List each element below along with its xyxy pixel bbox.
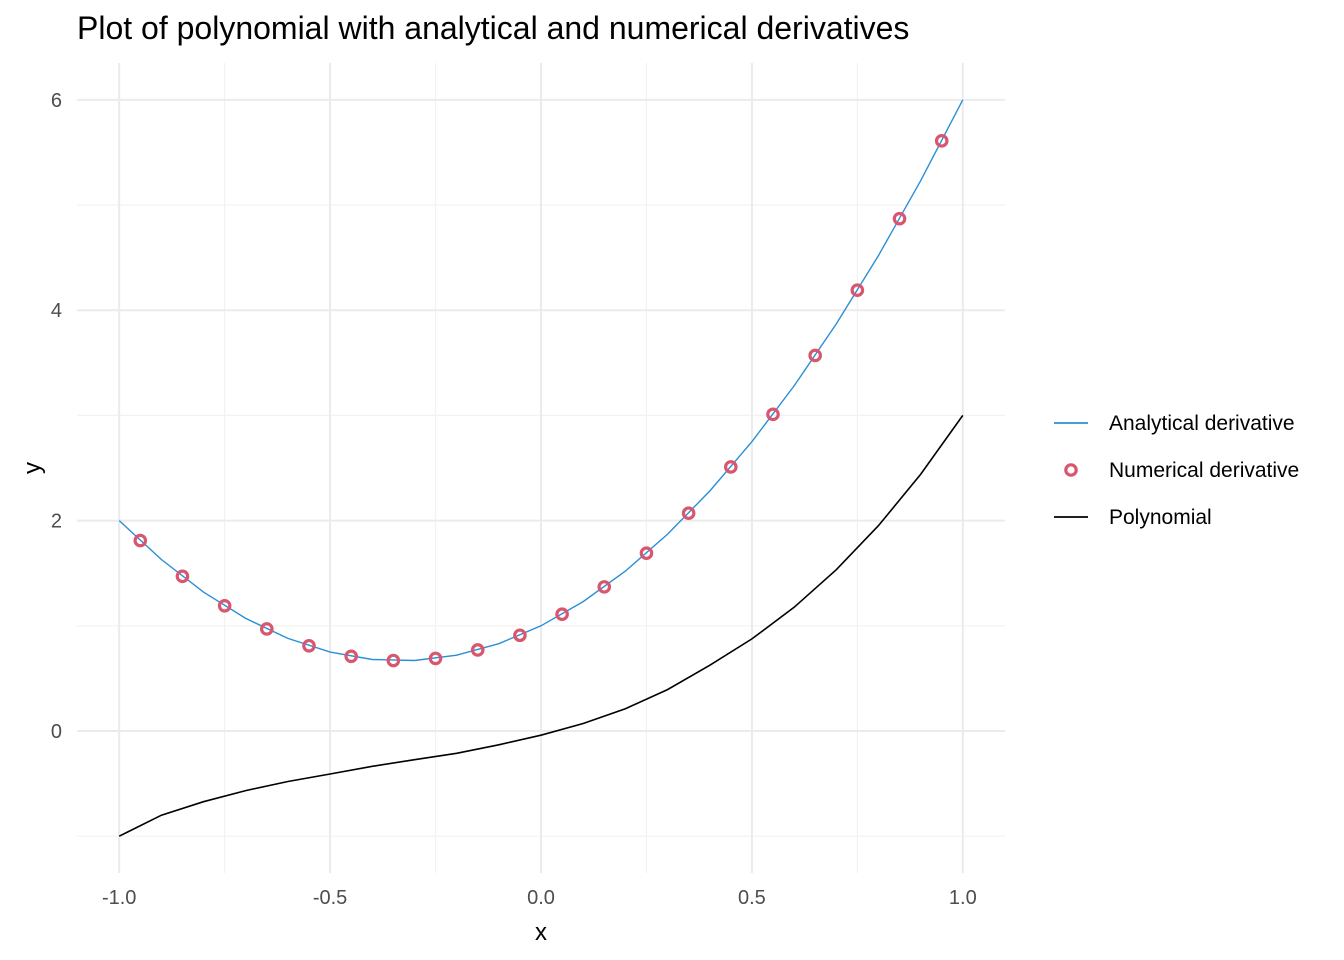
series-numerical-derivative-point [513,628,527,643]
x-tick-label: -0.5 [313,887,347,909]
series-numerical-derivative-point [175,569,190,584]
x-tick-label: 0.5 [738,887,766,909]
series-numerical-derivative-point [470,643,485,657]
y-tick-label: 6 [51,90,62,112]
x-axis-title: x [535,919,547,946]
series-numerical-derivative-point [428,651,443,666]
legend-label: Analytical derivative [1109,412,1295,435]
series-numerical-derivative-point [597,580,612,594]
y-tick-label: 4 [51,300,62,322]
legend-key-point [1064,463,1078,477]
series-numerical-derivative-point [808,348,822,363]
series-numerical-derivative-point [133,533,148,548]
series-analytical-derivative-line [118,99,964,662]
series-numerical-derivative-point [639,546,654,561]
series-numerical-derivative-point [302,638,316,653]
series-numerical-derivative-point [766,407,780,422]
x-tick-label: 1.0 [949,887,977,909]
series-numerical-derivative-point [260,622,274,636]
series-numerical-derivative-point [681,506,696,521]
series-numerical-derivative-point [850,283,865,298]
x-tick-label: 0.0 [527,887,555,909]
y-tick-label: 0 [51,721,62,743]
series-numerical-derivative-point [934,134,949,148]
y-axis-title: y [19,462,46,474]
series-polynomial-line [118,414,964,837]
series-numerical-derivative-point [555,607,569,622]
series-numerical-derivative-point [892,211,907,226]
y-tick-label: 2 [51,511,62,533]
legend-label: Numerical derivative [1109,459,1299,482]
legend-label: Polynomial [1109,506,1212,529]
series-numerical-derivative-point [386,653,401,668]
series-numerical-derivative-point [724,460,738,474]
x-tick-label: -1.0 [102,887,136,909]
chart-title: Plot of polynomial with analytical and n… [77,10,910,46]
series-numerical-derivative-point [217,599,232,613]
series-numerical-derivative-point [344,649,358,664]
